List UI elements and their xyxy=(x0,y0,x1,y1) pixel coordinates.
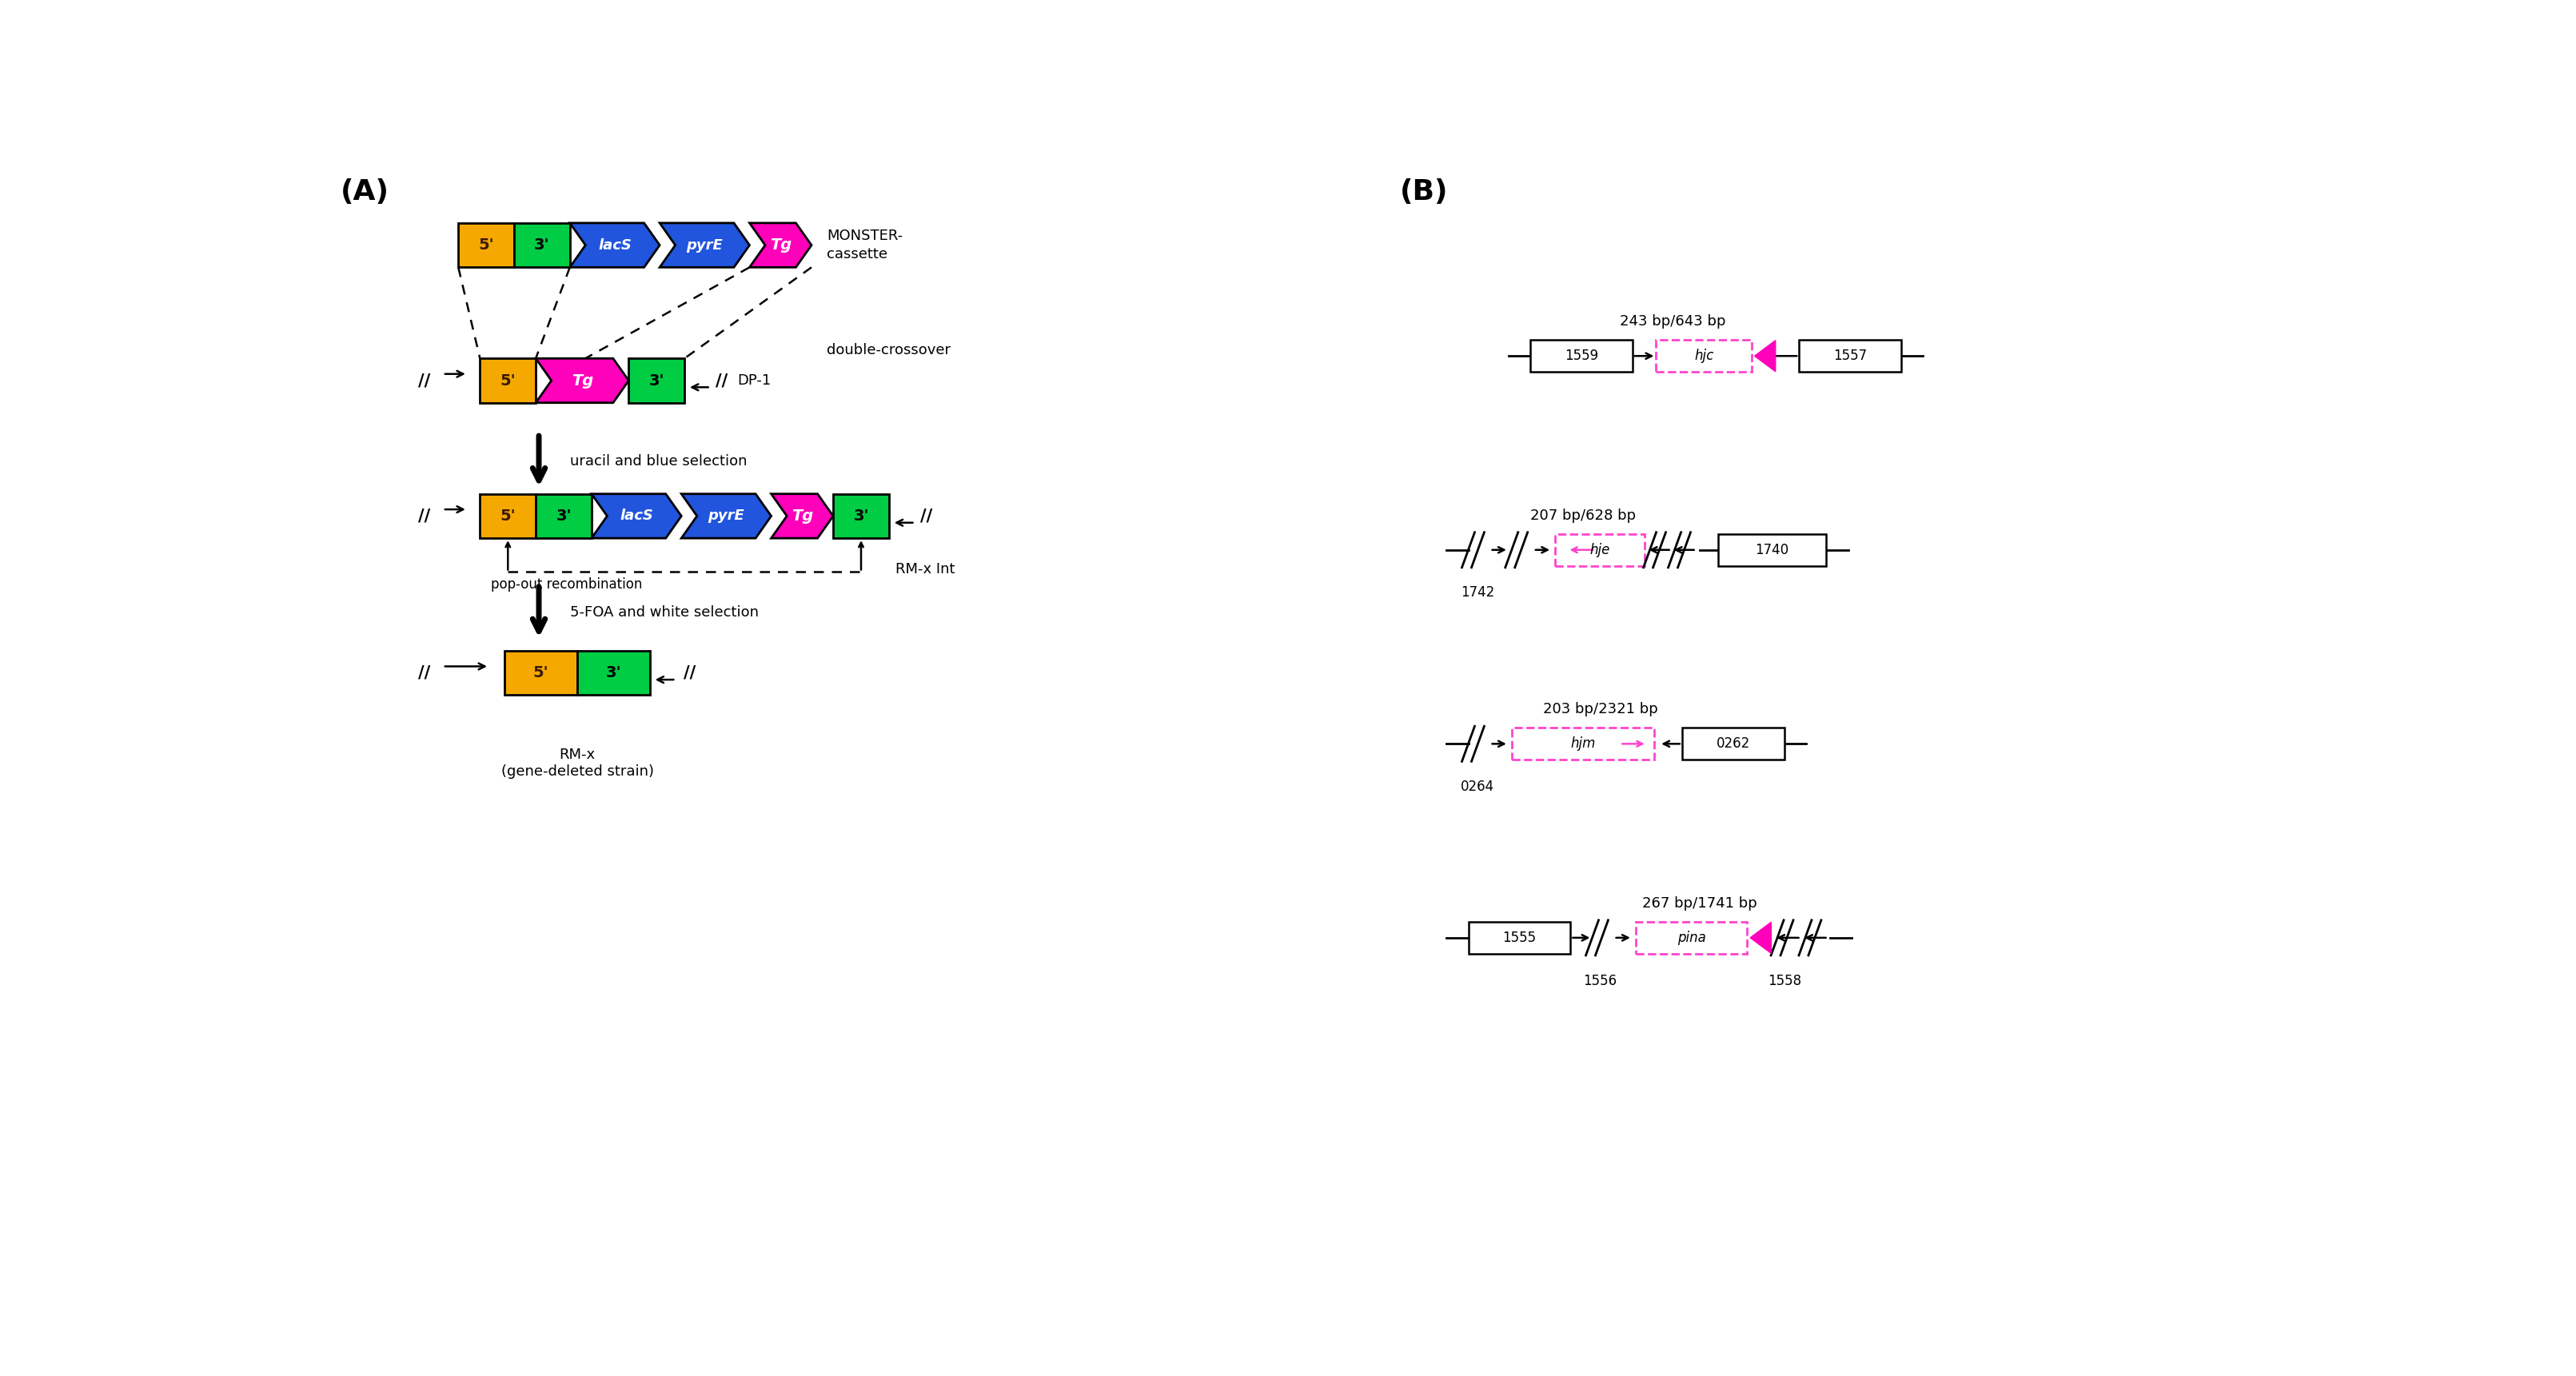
Text: 5': 5' xyxy=(500,509,515,524)
Text: hje: hje xyxy=(1589,542,1610,557)
Bar xyxy=(1512,728,1654,760)
Text: lacS: lacS xyxy=(598,238,631,252)
Bar xyxy=(1636,922,1747,954)
Text: 203 bp/2321 bp: 203 bp/2321 bp xyxy=(1543,702,1656,717)
Text: //: // xyxy=(685,665,696,681)
Bar xyxy=(1656,340,1752,372)
Text: hjc: hjc xyxy=(1695,348,1713,363)
Text: uracil and blue selection: uracil and blue selection xyxy=(569,454,747,468)
Bar xyxy=(1468,922,1571,954)
Text: 3': 3' xyxy=(649,373,665,388)
Text: 5': 5' xyxy=(500,373,515,388)
Bar xyxy=(536,494,592,538)
Bar xyxy=(1682,728,1785,760)
Bar xyxy=(479,494,536,538)
Text: pop-out recombination: pop-out recombination xyxy=(492,577,641,592)
Polygon shape xyxy=(659,223,750,267)
Bar xyxy=(1718,534,1826,566)
Text: //: // xyxy=(417,373,430,388)
Bar xyxy=(1798,340,1901,372)
Bar xyxy=(505,651,577,695)
Text: (A): (A) xyxy=(340,178,389,205)
Text: 1556: 1556 xyxy=(1582,973,1618,988)
Polygon shape xyxy=(770,494,832,538)
Bar xyxy=(459,223,515,267)
Text: 1559: 1559 xyxy=(1564,348,1597,363)
Text: Tg: Tg xyxy=(770,238,791,253)
Text: Tg: Tg xyxy=(791,509,814,524)
Text: Tg: Tg xyxy=(572,373,592,388)
Polygon shape xyxy=(592,494,683,538)
Text: 243 bp/643 bp: 243 bp/643 bp xyxy=(1620,315,1726,329)
Bar xyxy=(1556,534,1646,566)
Text: DP-1: DP-1 xyxy=(737,373,770,388)
Text: 3': 3' xyxy=(605,666,621,681)
Text: 207 bp/628 bp: 207 bp/628 bp xyxy=(1530,508,1636,523)
Polygon shape xyxy=(1749,922,1772,954)
Text: pyrE: pyrE xyxy=(708,509,744,523)
Polygon shape xyxy=(750,223,811,267)
Text: 267 bp/1741 bp: 267 bp/1741 bp xyxy=(1641,896,1757,911)
Text: 5-FOA and white selection: 5-FOA and white selection xyxy=(569,605,757,619)
Text: 3': 3' xyxy=(556,509,572,524)
Bar xyxy=(1530,340,1633,372)
Text: RM-x
(gene-deleted strain): RM-x (gene-deleted strain) xyxy=(500,747,654,779)
Text: 0264: 0264 xyxy=(1461,780,1494,794)
Text: 1555: 1555 xyxy=(1502,930,1535,945)
Bar xyxy=(515,223,569,267)
Text: 1740: 1740 xyxy=(1754,542,1790,557)
Text: 3': 3' xyxy=(533,238,549,253)
Bar xyxy=(832,494,889,538)
Text: 1742: 1742 xyxy=(1461,586,1494,600)
Text: 5': 5' xyxy=(533,666,549,681)
Bar xyxy=(479,358,536,403)
Text: RM-x Int: RM-x Int xyxy=(894,561,956,577)
Text: //: // xyxy=(417,508,430,524)
Text: double-crossover: double-crossover xyxy=(827,343,951,358)
Text: //: // xyxy=(417,665,430,681)
Text: (B): (B) xyxy=(1401,178,1448,205)
Text: pina: pina xyxy=(1677,930,1705,945)
Text: pyrE: pyrE xyxy=(685,238,724,252)
Text: //: // xyxy=(716,373,729,388)
Text: MONSTER-
cassette: MONSTER- cassette xyxy=(827,228,904,261)
Polygon shape xyxy=(1754,340,1775,372)
Bar xyxy=(629,358,685,403)
Polygon shape xyxy=(569,223,659,267)
Text: hjm: hjm xyxy=(1571,736,1595,751)
Text: //: // xyxy=(920,508,933,524)
Bar xyxy=(577,651,649,695)
Text: 0262: 0262 xyxy=(1716,736,1749,751)
Polygon shape xyxy=(683,494,770,538)
Text: 1557: 1557 xyxy=(1834,348,1868,363)
Text: 3': 3' xyxy=(853,509,868,524)
Text: 1558: 1558 xyxy=(1767,973,1801,988)
Text: lacS: lacS xyxy=(621,509,654,523)
Polygon shape xyxy=(536,358,629,403)
Text: 5': 5' xyxy=(479,238,495,253)
